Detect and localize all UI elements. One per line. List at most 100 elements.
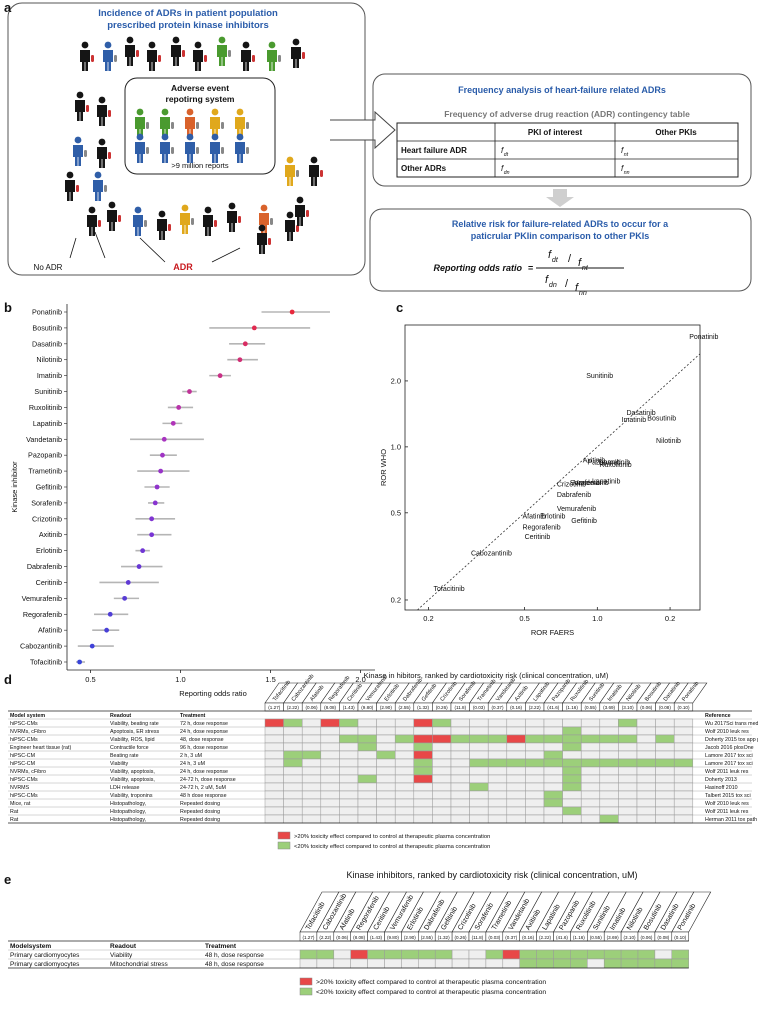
person-head [74,136,82,144]
people-icons [65,36,323,254]
toxicity-cell [320,718,340,728]
toxicity-cell [418,958,436,969]
toxicity-cell [357,758,377,768]
toxicity-cell [413,742,433,752]
header-cell: Treatment [180,713,206,719]
toxicity-cell [487,806,508,816]
toxicity-cell [264,758,284,768]
concentration: (2.22) [539,935,551,940]
person-head [76,91,84,99]
toxicity-cell [618,742,638,752]
toxicity-cell [562,750,582,760]
frequency-subscript: dt [552,256,559,264]
toxicity-cell [394,806,415,816]
row-cell: hiPSC-CMs [10,793,38,799]
legend-swatch [277,831,291,840]
person-head [194,41,202,49]
toxicity-cell [506,758,526,768]
toxicity-cell [469,750,489,760]
toxicity-cell [264,806,284,816]
person-body [93,180,103,201]
toxicity-cell [376,726,396,736]
toxicity-cell [519,958,537,969]
ror-label: Reporting odds ratio [434,263,523,273]
point [242,341,248,347]
concentration: (2.90) [404,935,416,940]
toxicity-cell [525,766,545,776]
toxicity-cell [357,718,377,728]
pill [196,122,199,129]
toxicity-cell [599,782,619,792]
toxicity-cell [580,734,601,744]
pill [168,224,171,231]
toxicity-cell [413,750,433,760]
toxicity-cell [671,958,689,969]
toxicity-cell [599,742,619,752]
y-tick-label: Regorafenib [23,610,62,619]
toxicity-cell [264,742,284,752]
frequency-symbol: f [621,164,624,173]
legend-label: <20% toxicity effect compared to control… [316,989,546,996]
toxicity-cell [637,949,656,960]
toxicity-cell [339,774,359,784]
adr-label: ADR [173,262,193,272]
person-body [134,142,145,163]
down-arrow [546,189,574,207]
concentration: (8.08) [353,935,365,940]
toxicity-cell [299,958,318,969]
toxicity-cell [413,798,433,808]
toxicity-cell [450,806,470,816]
toxicity-cell [543,750,563,760]
toxicity-cell [450,790,470,800]
row-cell: Wolf 2010 leuk res [705,729,749,735]
toxicity-cell [655,814,675,824]
toxicity-cell [394,726,415,736]
toxicity-cell [599,726,619,736]
row-cell: 48 h dose response [180,793,227,799]
toxicity-cell [432,726,452,736]
toxicity-cell [553,958,571,969]
row-cell: Wu 2017Sci trans med [705,721,758,727]
row-cell: Rat [10,809,19,815]
toxicity-cell [301,718,322,728]
row-cell: NVRMs, cFibro [10,769,46,775]
toxicity-cell [357,734,377,744]
x-tick-label: 1.5 [265,675,275,684]
point [107,611,113,617]
person-body [156,219,167,240]
concentration: (0.26) [436,705,448,710]
toxicity-cell [376,806,396,816]
point [122,595,128,601]
point [176,405,182,410]
y-axis-label: Kinase inhibitor [10,461,19,513]
row-cell: Hasinoff 2010 [705,785,738,791]
toxicity-cell [339,790,359,800]
toxicity-cell [301,814,322,824]
frequency-subscript: nn [579,289,587,297]
row-cell: Histopathology, [110,809,146,815]
row-cell: 24 h, 3 uM [180,761,205,767]
row-cell: 24 h, dose response [180,729,228,735]
pill [246,122,249,129]
row-cell: 24 h, dose response [180,769,228,775]
point [136,564,142,569]
person-body [65,180,75,201]
point [152,500,158,506]
toxicity-cell [599,798,619,808]
y-tick-label: Nilotinib [36,355,62,364]
toxicity-cell [599,734,619,744]
row-cell: Apoptosis, ER stress [110,729,160,735]
toxicity-cell [432,766,452,776]
row-cell: Beating rate [110,753,139,759]
toxicity-cell [283,814,303,824]
toxicity-cell [376,774,396,784]
row-cell: Primary cardiomyocytes [10,952,80,959]
point [149,532,155,538]
toxicity-cell [339,758,359,768]
toxicity-cell [587,949,605,960]
row-cell: Viability, apoptosis, [110,769,155,775]
concentration: (0.10) [677,705,689,710]
toxicity-cell [301,758,322,768]
system-label: repotirng system [166,94,235,104]
toxicity-cell [367,958,385,969]
